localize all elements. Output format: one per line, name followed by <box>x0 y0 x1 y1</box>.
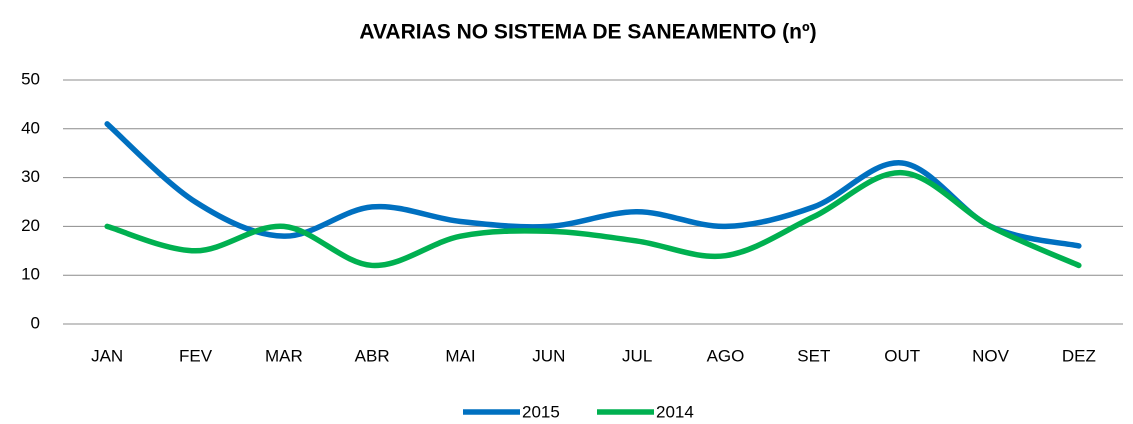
y-tick-label: 30 <box>21 167 40 186</box>
x-tick-label: NOV <box>972 346 1010 365</box>
series-line <box>104 121 1082 249</box>
x-tick-label: DEZ <box>1062 346 1096 365</box>
x-tick-label: ABR <box>355 346 390 365</box>
y-tick-label: 50 <box>21 69 40 88</box>
legend-label: 2014 <box>656 402 694 421</box>
x-tick-label: AGO <box>707 346 745 365</box>
chart-title: AVARIAS NO SISTEMA DE SANEAMENTO (nº) <box>359 21 816 44</box>
x-tick-label: MAR <box>265 346 303 365</box>
x-tick-label: FEV <box>179 346 213 365</box>
y-tick-label: 10 <box>21 265 40 284</box>
y-tick-label: 20 <box>21 216 40 235</box>
series-line <box>104 169 1082 269</box>
x-tick-label: SET <box>797 346 830 365</box>
x-tick-label: JAN <box>91 346 123 365</box>
x-tick-label: MAI <box>445 346 475 365</box>
legend-label: 2015 <box>522 402 560 421</box>
x-tick-label: JUL <box>622 346 652 365</box>
x-tick-label: JUN <box>532 346 565 365</box>
y-tick-label: 0 <box>31 313 40 332</box>
x-tick-label: OUT <box>884 346 920 365</box>
y-tick-label: 40 <box>21 118 40 137</box>
